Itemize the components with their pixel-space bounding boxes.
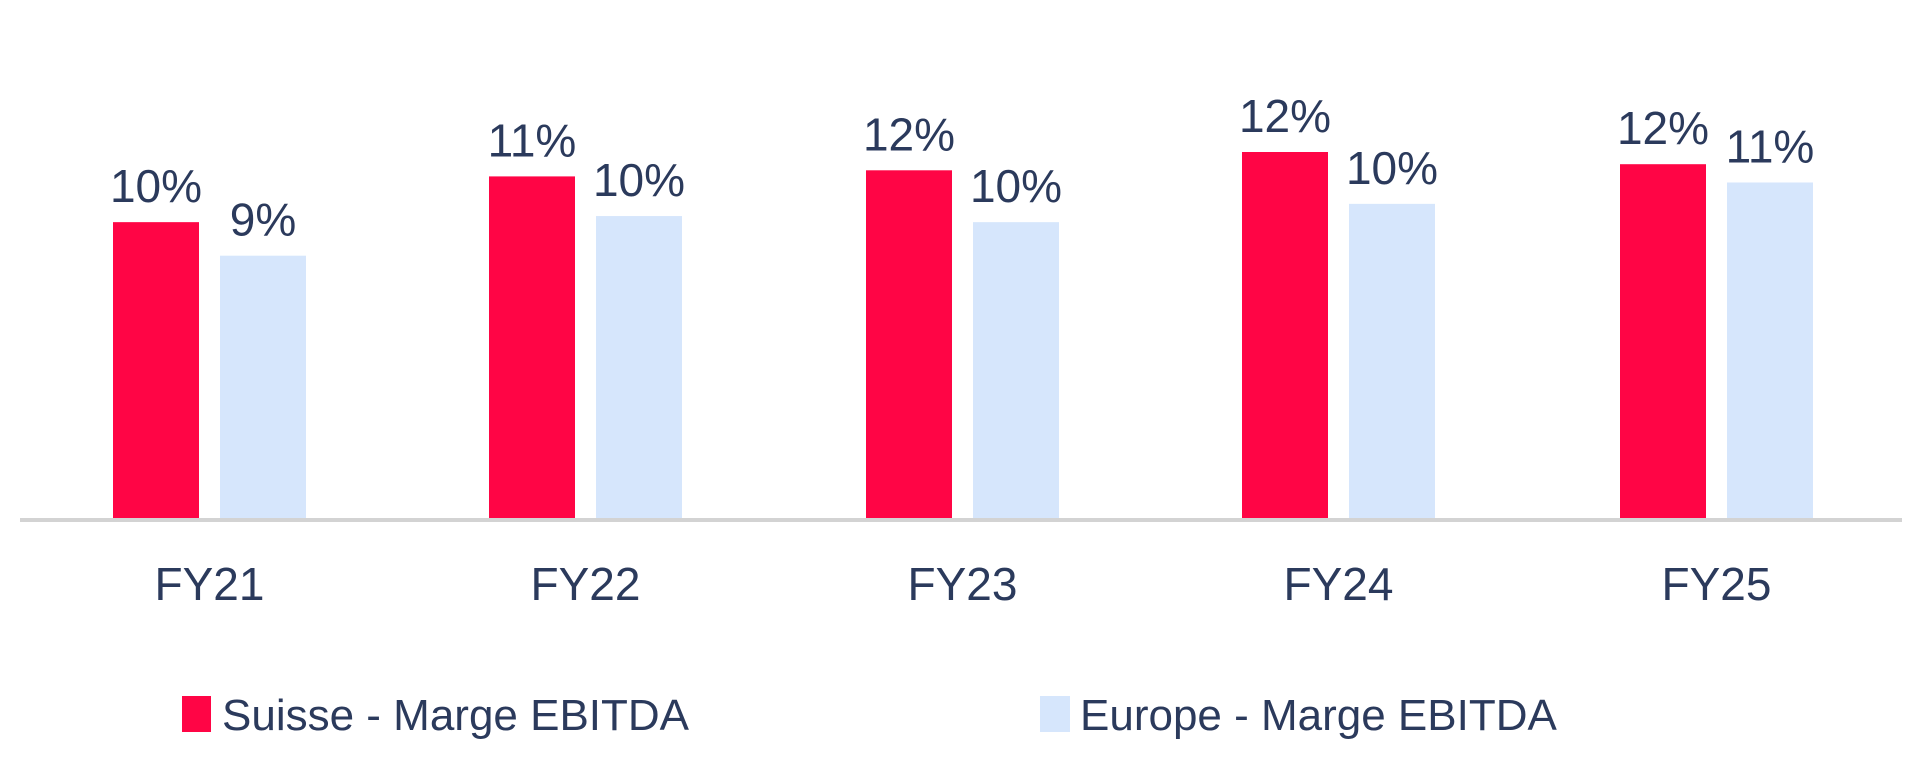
bar-suisse-fy21 [113,222,199,518]
legend-swatch-suisse [182,696,211,732]
data-label: 10% [593,154,685,206]
bar-europe-fy24 [1349,203,1435,518]
legend: Suisse - Marge EBITDA Europe - Marge EBI… [182,691,1557,740]
bar-europe-fy21 [220,255,306,518]
data-label: 9% [230,194,296,246]
legend-label-europe: Europe - Marge EBITDA [1080,691,1557,740]
data-label: 10% [110,160,202,212]
bar-suisse-fy24 [1242,152,1328,518]
x-tick-label: FY25 [1662,558,1772,610]
bar-suisse-fy25 [1620,164,1706,518]
data-label: 10% [1346,142,1438,194]
x-tick-label: FY21 [155,558,265,610]
legend-label-suisse: Suisse - Marge EBITDA [222,691,690,740]
bar-europe-fy23 [973,222,1059,518]
data-label: 12% [1617,102,1709,154]
legend-swatch-europe [1040,696,1070,732]
bar-europe-fy25 [1727,182,1813,518]
x-tick-label: FY23 [908,558,1018,610]
data-label: 12% [863,108,955,160]
data-label: 11% [488,114,577,166]
data-label: 11% [1726,121,1815,173]
data-label: 10% [970,160,1062,212]
data-label: 12% [1239,90,1331,142]
bar-suisse-fy23 [866,170,952,519]
x-tick-label: FY24 [1284,558,1394,610]
bar-europe-fy22 [596,216,682,519]
x-tick-label: FY22 [531,558,641,610]
bar-suisse-fy22 [489,176,575,518]
